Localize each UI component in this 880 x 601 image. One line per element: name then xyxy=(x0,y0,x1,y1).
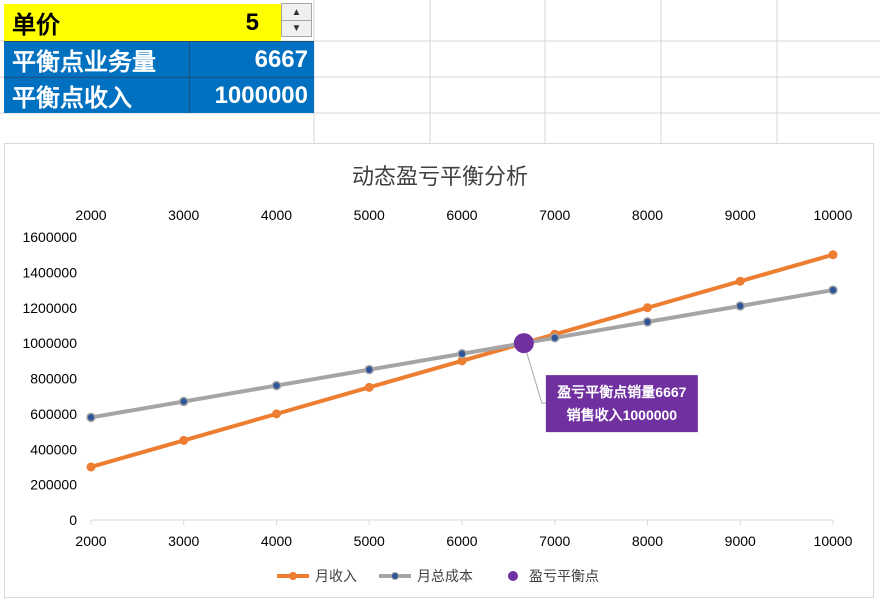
y-tick-label: 400000 xyxy=(30,441,77,457)
legend-label: 月总成本 xyxy=(417,568,473,584)
cost-point xyxy=(457,348,467,359)
revenue-point xyxy=(643,303,652,313)
breakeven-rev-label-cell[interactable]: 平衡点收入 xyxy=(4,77,189,113)
legend-label: 盈亏平衡点 xyxy=(529,568,599,584)
cost-point xyxy=(179,396,189,407)
spin-up-button[interactable]: ▲ xyxy=(282,4,311,21)
revenue-point xyxy=(364,382,374,392)
revenue-point xyxy=(457,356,467,366)
breakeven-chart[interactable]: 动态盈亏平衡分析 0 200000 400000 600000 800000 1000000… xyxy=(4,143,874,598)
x-tick-label-bottom: 4000 xyxy=(261,533,292,549)
revenue-point xyxy=(179,435,189,445)
x-tick-label-bottom: 10000 xyxy=(814,533,853,549)
y-tick-label: 0 xyxy=(69,512,77,528)
triangle-down-icon: ▼ xyxy=(291,22,302,34)
x-tick-label-top: 8000 xyxy=(632,207,663,223)
cost-point xyxy=(642,317,653,327)
x-tick-label-bottom: 5000 xyxy=(354,533,385,549)
legend-label: 月收入 xyxy=(315,568,357,584)
x-tick-label-bottom: 3000 xyxy=(168,533,199,549)
cost-point xyxy=(364,364,374,375)
legend-marker-revenue xyxy=(289,572,297,580)
breakeven-point xyxy=(513,333,534,354)
x-tick-label-top: 3000 xyxy=(168,207,199,223)
triangle-up-icon: ▲ xyxy=(291,6,302,18)
annotation-line2: 销售收入1000000 xyxy=(567,407,678,423)
revenue-point xyxy=(735,276,745,286)
cost-point xyxy=(271,380,282,391)
legend-marker-cost xyxy=(391,572,399,580)
y-tick-label: 800000 xyxy=(30,371,77,387)
x-tick-label-top: 4000 xyxy=(261,207,292,223)
annotation-box xyxy=(545,375,698,433)
x-tick-label-bottom: 8000 xyxy=(632,533,663,549)
x-tick-label-top: 9000 xyxy=(725,207,756,223)
breakeven-qty-value-cell[interactable]: 6667 xyxy=(189,41,314,77)
cost-point xyxy=(735,301,745,311)
revenue-point xyxy=(86,462,96,472)
x-tick-label-bottom: 7000 xyxy=(539,533,570,549)
x-tick-label-top: 6000 xyxy=(446,207,477,223)
y-tick-label: 200000 xyxy=(30,477,77,493)
unit-price-label-cell[interactable]: 单价 xyxy=(4,4,189,41)
y-tick-label: 1000000 xyxy=(22,335,77,351)
cost-point xyxy=(828,285,838,295)
breakeven-qty-label-cell[interactable]: 平衡点业务量 xyxy=(4,41,189,77)
breakeven-rev-value-cell[interactable]: 1000000 xyxy=(189,77,314,113)
annotation-leader-line xyxy=(523,342,546,404)
x-tick-label-bottom: 6000 xyxy=(446,533,477,549)
cost-point xyxy=(550,333,560,343)
legend-marker-breakeven xyxy=(508,571,518,581)
x-tick-label-top: 10000 xyxy=(814,207,853,223)
x-tick-label-bottom: 2000 xyxy=(75,533,106,549)
y-tick-label: 1400000 xyxy=(22,264,77,280)
chart-canvas: 动态盈亏平衡分析 0 200000 400000 600000 800000 1000000… xyxy=(22,164,853,584)
x-tick-label-top: 2000 xyxy=(75,207,106,223)
x-tick-label-bottom: 9000 xyxy=(725,533,756,549)
y-tick-label: 600000 xyxy=(30,406,77,422)
unit-price-spinner[interactable]: ▲ ▼ xyxy=(281,3,312,37)
y-tick-label: 1200000 xyxy=(22,300,77,316)
revenue-point xyxy=(272,409,281,419)
y-tick-label: 1600000 xyxy=(22,229,77,245)
unit-price-value-cell[interactable]: 5 xyxy=(189,4,281,41)
annotation-line1: 盈亏平衡点销量6667 xyxy=(556,384,686,400)
x-tick-label-top: 5000 xyxy=(354,207,385,223)
chart-title: 动态盈亏平衡分析 xyxy=(352,164,528,189)
spin-down-button[interactable]: ▼ xyxy=(282,20,311,36)
revenue-point xyxy=(828,250,838,260)
cost-point xyxy=(86,412,96,423)
x-tick-label-top: 7000 xyxy=(539,207,570,223)
